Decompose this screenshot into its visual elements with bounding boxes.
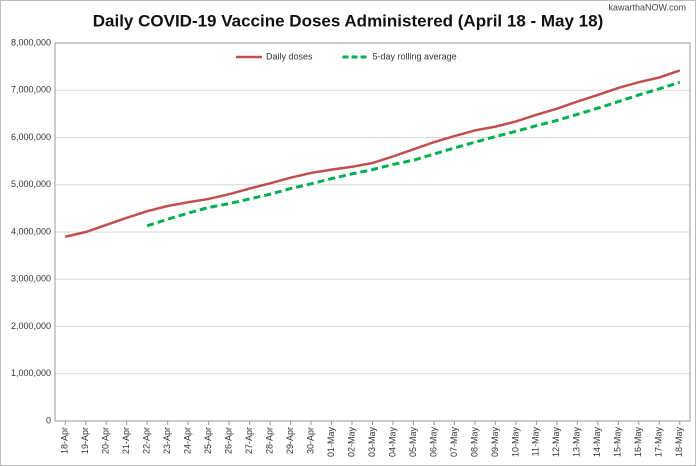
y-tick-label: 6,000,000 <box>11 132 51 142</box>
y-tick-label: 5,000,000 <box>11 179 51 189</box>
x-tick-label: 13-May <box>572 427 582 458</box>
x-tick-label: 30-Apr <box>305 427 315 454</box>
series-line <box>146 80 681 228</box>
watermark: kawarthaNOW.com <box>608 2 686 12</box>
x-tick-label: 11-May <box>531 427 541 457</box>
series-line <box>64 69 681 238</box>
x-tick-label: 24-Apr <box>183 427 193 454</box>
x-tick-label: 19-Apr <box>80 427 90 454</box>
x-tick-label: 27-Apr <box>244 427 254 454</box>
x-tick-label: 08-May <box>469 427 479 458</box>
x-tick-label: 21-Apr <box>121 427 131 454</box>
x-tick-label: 04-May <box>387 427 397 458</box>
legend-label: Daily doses <box>266 51 313 61</box>
x-tick-label: 16-May <box>633 427 643 458</box>
x-tick-label: 20-Apr <box>101 427 111 454</box>
y-tick-label: 2,000,000 <box>11 321 51 331</box>
x-tick-label: 22-Apr <box>142 427 152 454</box>
y-tick-label: 3,000,000 <box>11 274 51 284</box>
y-tick-label: 1,000,000 <box>11 368 51 378</box>
y-tick-label: 8,000,000 <box>11 37 51 47</box>
y-tick-label: 0 <box>46 415 51 425</box>
x-tick-label: 18-Apr <box>60 427 70 454</box>
x-tick-label: 29-Apr <box>285 427 295 454</box>
y-tick-label: 4,000,000 <box>11 226 51 236</box>
y-tick-label: 7,000,000 <box>11 85 51 95</box>
x-tick-label: 12-May <box>551 427 561 458</box>
x-tick-label: 10-May <box>510 427 520 458</box>
x-tick-label: 09-May <box>490 427 500 458</box>
x-tick-label: 03-May <box>367 427 377 458</box>
x-tick-label: 01-May <box>326 427 336 458</box>
x-tick-label: 14-May <box>592 427 602 458</box>
x-tick-label: 28-Apr <box>264 427 274 454</box>
x-tick-label: 06-May <box>428 427 438 458</box>
x-tick-label: 17-May <box>654 427 664 458</box>
x-tick-label: 25-Apr <box>203 427 213 454</box>
x-tick-label: 23-Apr <box>162 427 172 454</box>
x-tick-label: 18-May <box>674 427 684 458</box>
x-tick-label: 07-May <box>449 427 459 458</box>
x-tick-label: 15-May <box>613 427 623 458</box>
x-tick-label: 26-Apr <box>223 427 233 454</box>
legend-label: 5-day rolling average <box>373 51 457 61</box>
x-tick-label: 05-May <box>408 427 418 458</box>
chart-title: Daily COVID-19 Vaccine Doses Administere… <box>93 11 604 30</box>
x-tick-label: 02-May <box>346 427 356 458</box>
